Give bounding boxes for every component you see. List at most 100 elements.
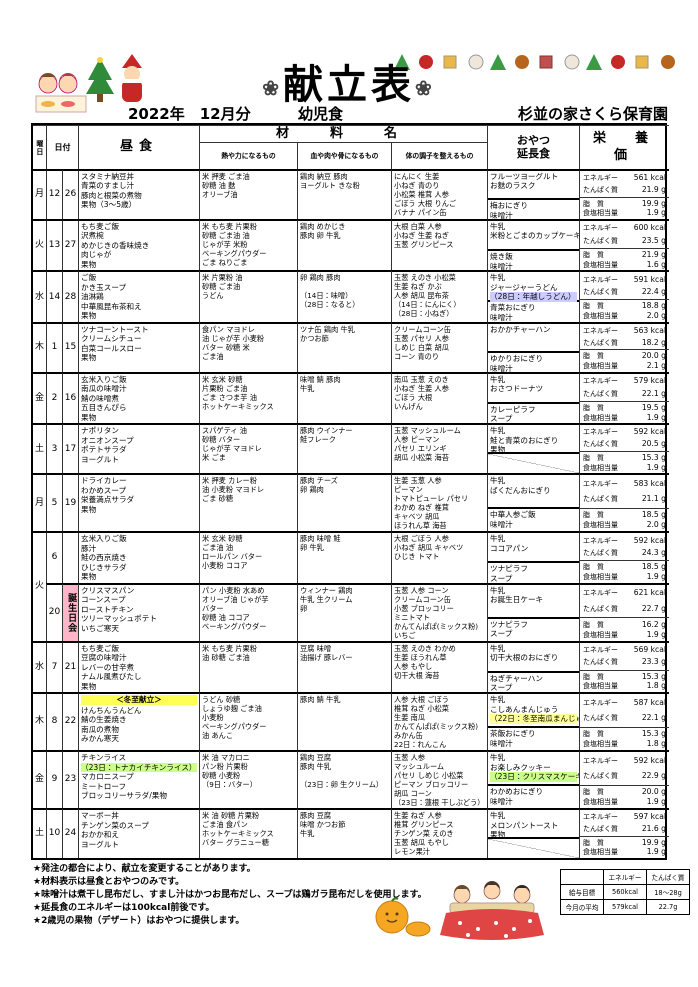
col-header-ingredients: 材 料 名: [199, 125, 487, 142]
nutrition-value: 2.0 g: [646, 311, 666, 321]
ingredient-line: いんげん: [394, 401, 423, 411]
ingredient-line: 胡瓜 小松菜 海苔: [394, 453, 449, 463]
nutrition-label: たんぱく質: [583, 389, 618, 398]
note-line: ★味噌汁は煮干し昆布だし、すまし汁はかつお昆布だし、スープは鶏ガラ昆布だしを使用…: [33, 890, 427, 901]
ingredient-line: 小ねぎ 生姜 ねぎ: [394, 231, 449, 240]
ingredient-line: 鶏肉 豆腐: [300, 753, 332, 763]
snack-item: 牛乳: [490, 534, 506, 544]
ingredient-line: 片栗粉 ごま油: [202, 383, 248, 393]
lunch-item: コーンスープ: [81, 595, 126, 605]
ingredient-line: クリームコーン缶: [394, 324, 451, 334]
ingredient-line: 切干大根 海苔: [394, 670, 440, 680]
snack-extended-cell: 牛乳 ばくだんおにぎり 中華人参ご飯 味噌汁: [487, 473, 579, 532]
nutrition-line: 食塩相当量 1.9 g: [583, 797, 666, 807]
nutrition-value: 1.9 g: [646, 412, 666, 422]
nutrition-cell: エネルギー 597 kcal たんぱく質 21.6 g 脂 質 19.9 g 食塩相当量 1.…: [579, 808, 669, 859]
summary-average-energy: 579kcal: [603, 899, 647, 916]
nutrition-cell: エネルギー 583 kcal たんぱく質 21.1 g 脂 質 18.5 g 食塩相当量 2.…: [579, 473, 669, 532]
energy-foods-cell: 米 押麦 ごま油 砂糖 油 麩オリーブ油: [199, 169, 297, 219]
lunch-item: 豚肉と根菜の煮物: [81, 190, 142, 200]
nutrition-line: エネルギー 592 kcal: [583, 756, 666, 766]
snack-item: （23日：クリスマスケーキ）: [490, 772, 579, 782]
nutrition-label: エネルギー: [583, 428, 618, 437]
nutrition-label: エネルギー: [583, 536, 618, 545]
ingredient-line: ごま油: [202, 351, 224, 361]
ingredient-line: 米 もち麦 片栗粉: [202, 643, 257, 653]
ingredient-line: パセリ エリンギ: [394, 444, 447, 454]
lunch-item: ドライカレー: [81, 476, 127, 486]
nutrition-bottom: 脂 質 19.5 g 食塩相当量 1.9 g: [580, 402, 669, 424]
date-cell: 22: [62, 692, 78, 751]
protein-foods-cell: 豚肉 ウインナー 鮭フレーク: [297, 423, 391, 474]
nutrition-line: エネルギー 591 kcal: [583, 275, 666, 285]
nutrition-line: 脂 質 19.9 g: [583, 838, 666, 848]
protein-foods-cell: 鶏肉 豆腐 豚肉 牛乳 （23日：卵 生クリーム）: [297, 750, 391, 809]
nutrition-cell: エネルギー 563 kcal たんぱく質 18.2 g 脂 質 20.0 g 食塩相当量 2.…: [579, 321, 669, 372]
lunch-item: 鯖の味噌煮: [81, 393, 119, 403]
ingredient-line: しめじ 白菜 胡瓜: [394, 342, 449, 352]
nutrition-label: エネルギー: [583, 698, 618, 707]
ingredient-line: いちご: [394, 630, 416, 640]
col-header-date: 日付: [46, 125, 78, 169]
date-cell: [62, 531, 78, 583]
ingredient-line: オリーブ油 じゃが芋: [202, 594, 269, 604]
lunch-item: 果物: [81, 311, 97, 321]
lunch-item: クリスマスパン: [81, 585, 135, 595]
extended-item: 青菜おにぎり: [490, 303, 536, 313]
lunch-cell: スタミナ納豆丼 青菜のすまし汁 豚肉と根菜の煮物 果物（3～5歳）: [78, 169, 199, 219]
ingredient-line: 玉葱 パセリ 人参: [394, 333, 449, 343]
nutrition-value: 1.9 g: [646, 571, 666, 581]
lunch-item: ブロッコリーサラダ/果物: [81, 791, 167, 801]
ingredient-line: バター: [202, 603, 224, 613]
ingredient-line: ごぼう 大根: [394, 392, 433, 402]
nutrition-line: 脂 質 15.3 g: [583, 453, 666, 463]
snack-item: 果物: [490, 445, 506, 455]
ingredient-line: 生姜 ほうれん草: [394, 652, 447, 662]
nutrition-label: エネルギー: [583, 813, 618, 822]
extended-item: 味噌汁: [490, 738, 513, 748]
nutrition-top: エネルギー 561 kcal たんぱく質 21.9 g: [580, 171, 669, 198]
vitamin-foods-cell: 大根 白菜 人参 小ねぎ 生姜 ねぎ 玉葱 グリンピース: [391, 219, 487, 271]
snack-header-label: おやつ: [517, 133, 550, 147]
summary-row-average: 今月の平均 579kcal 22.7g: [560, 899, 690, 916]
ingredient-line: 食パン マヨドレ: [202, 324, 255, 334]
nutrition-value: 20.0 g: [641, 351, 666, 361]
nutrition-value: 1.9 g: [646, 208, 666, 218]
nutrition-value: 19.5 g: [641, 402, 666, 412]
snack-item: 牛乳: [490, 273, 506, 283]
nutrition-label: 脂 質: [583, 729, 604, 738]
ingredient-line: 米 片栗粉 油: [202, 273, 243, 283]
lunch-item: 鯖の生姜焼き: [81, 715, 127, 725]
ingredient-line: 牛乳 生クリーム: [300, 594, 353, 604]
ingredient-line: マッシュルーム: [394, 762, 445, 772]
nutrition-top: エネルギー 592 kcal たんぱく質 22.9 g: [580, 752, 669, 786]
nutrition-value: 21.1 g: [641, 494, 666, 504]
ingredient-line: パン 小麦粉 水あめ: [202, 585, 265, 595]
ingredient-line: ピーマン ブロッコリー: [394, 780, 469, 790]
nutrition-bottom: 脂 質 18.5 g 食塩相当量 1.9 g: [580, 561, 669, 583]
nutrition-label: たんぱく質: [583, 604, 618, 613]
lunch-item: 鮭の西京焼き: [81, 553, 127, 563]
col-header-protein-foods: 血や肉や骨になるもの: [297, 142, 391, 169]
ingredient-line: （23日：卵 生クリーム）: [300, 780, 384, 790]
ingredient-line: キャベツ 胡瓜: [394, 512, 440, 522]
lunch-item: 南瓜の煮物: [81, 724, 119, 734]
nutrition-line: 食塩相当量 1.8 g: [583, 681, 666, 691]
energy-foods-cell: 米 もち麦 片栗粉 砂糖 ごま油 油じゃが芋 米粉 ベーキングパウダー ごま ねりごま: [199, 219, 297, 271]
ingredient-line: 砂糖 油 ココア: [202, 612, 250, 622]
ingredient-line: ミニトマト: [394, 612, 430, 622]
nutrition-label: たんぱく質: [583, 714, 618, 723]
nutrition-label: たんぱく質: [583, 288, 618, 297]
snack-item: おさつドーナツ: [490, 384, 544, 394]
ingredient-line: 油 じゃが芋 小麦粉: [202, 333, 265, 343]
snack-item: お麩のラスク: [490, 181, 536, 191]
snack-box: 牛乳 メロンパントースト 果物: [488, 810, 579, 840]
nutrition-line: たんぱく質 21.9 g: [583, 185, 666, 195]
ingredient-line: うどん 砂糖: [202, 695, 241, 705]
date-cell: 13: [46, 219, 62, 271]
nutrition-label: たんぱく質: [583, 495, 618, 504]
snack-item: 牛乳: [490, 222, 506, 231]
vitamin-foods-cell: 玉葱 人参 マッシュルーム パセリ しめじ 小松菜 ピーマン ブロッコリー 胡瓜 コーン…: [391, 750, 487, 809]
nutrition-label: エネルギー: [583, 377, 618, 386]
nutrition-value: 583 kcal: [633, 479, 666, 489]
